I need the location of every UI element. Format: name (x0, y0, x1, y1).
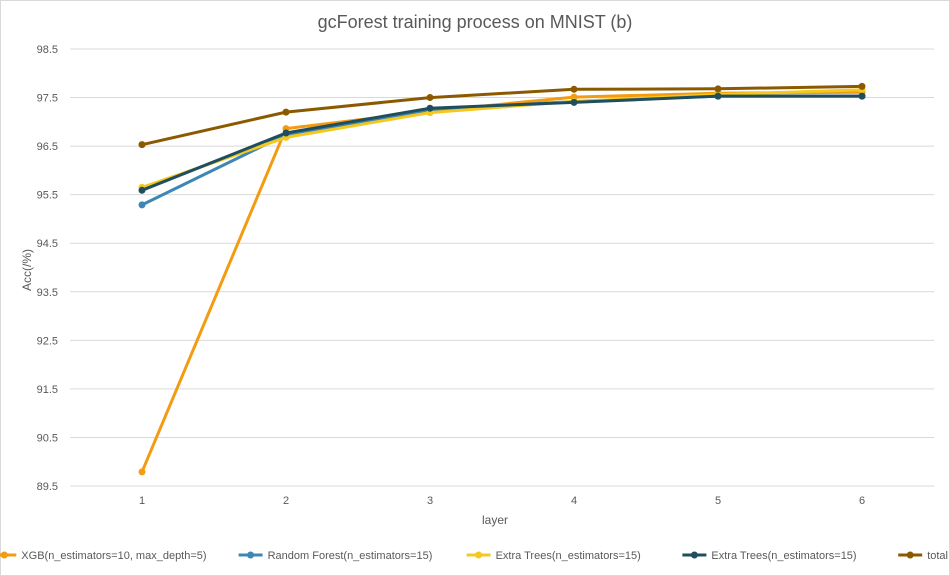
legend-label: total (927, 550, 948, 562)
data-point (714, 85, 722, 93)
series-3 (138, 86, 866, 191)
legend-label: Random Forest(n_estimators=15) (268, 550, 433, 562)
data-point (426, 94, 434, 102)
legend-item[interactable]: Random Forest(n_estimators=15) (238, 550, 433, 562)
data-point (138, 468, 146, 476)
data-point (570, 98, 578, 106)
data-point (138, 186, 146, 194)
x-tick-label: 5 (715, 495, 721, 507)
y-tick-label: 97.5 (37, 93, 58, 105)
series-5 (138, 82, 866, 149)
data-point (282, 108, 290, 116)
data-point (858, 92, 866, 100)
x-tick-label: 4 (571, 495, 577, 507)
y-axis-ticks: 98.5 97.5 96.5 95.5 94.5 93.5 92.5 91.5 90.5 89.5 (37, 44, 58, 493)
legend-item[interactable]: XGB(n_estimators=10, max_depth=5) (0, 550, 207, 562)
legend-marker (247, 551, 255, 559)
legend-marker (906, 551, 914, 559)
legend-marker (475, 551, 483, 559)
legend-marker (0, 551, 8, 559)
y-tick-label: 92.5 (37, 335, 58, 347)
x-tick-label: 3 (427, 495, 433, 507)
y-tick-label: 89.5 (37, 481, 58, 493)
y-tick-label: 93.5 (37, 287, 58, 299)
y-tick-label: 95.5 (37, 190, 58, 202)
series-lines (138, 82, 866, 476)
legend-item[interactable]: total (898, 550, 948, 562)
legend-label: Extra Trees(n_estimators=15) (711, 550, 856, 562)
data-point (858, 82, 866, 90)
data-point (282, 129, 290, 137)
y-tick-label: 98.5 (37, 44, 58, 56)
series-4 (138, 92, 866, 194)
data-point (138, 141, 146, 149)
series-line (140, 84, 864, 147)
chart-title: gcForest training process on MNIST (b) (318, 12, 633, 32)
y-tick-label: 91.5 (37, 384, 58, 396)
x-axis-ticks: 1 2 3 4 5 6 (139, 495, 865, 507)
legend-label: Extra Trees(n_estimators=15) (496, 550, 641, 562)
x-axis-label: layer (482, 513, 508, 527)
legend-item[interactable]: Extra Trees(n_estimators=15) (466, 550, 641, 562)
y-axis-label: Acc(/%) (20, 249, 34, 291)
data-point (138, 201, 146, 209)
series-line (140, 88, 864, 189)
x-tick-label: 2 (283, 495, 289, 507)
data-point (570, 85, 578, 93)
legend-label: XGB(n_estimators=10, max_depth=5) (21, 550, 206, 562)
series-line (140, 94, 864, 192)
y-tick-label: 96.5 (37, 141, 58, 153)
legend-marker (690, 551, 698, 559)
y-tick-label: 94.5 (37, 238, 58, 250)
x-tick-label: 1 (139, 495, 145, 507)
x-tick-label: 6 (859, 495, 865, 507)
data-point (426, 104, 434, 112)
data-point (714, 92, 722, 100)
legend: XGB(n_estimators=10, max_depth=5) Random … (0, 550, 948, 562)
legend-item[interactable]: Extra Trees(n_estimators=15) (682, 550, 857, 562)
y-tick-label: 90.5 (37, 432, 58, 444)
gridlines (70, 48, 934, 487)
